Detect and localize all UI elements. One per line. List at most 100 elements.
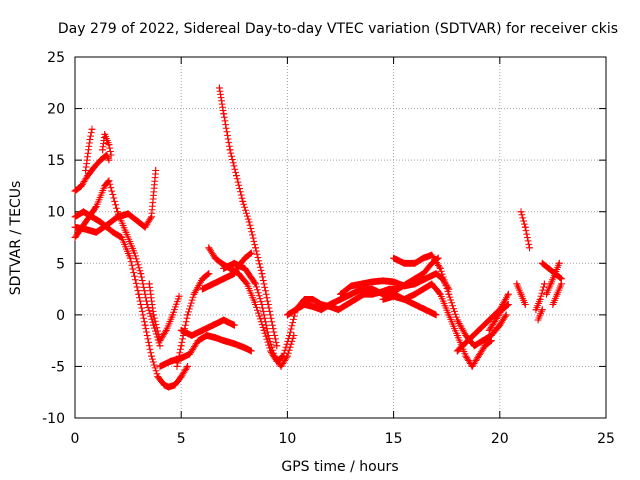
- data-point: [468, 363, 476, 370]
- series-arc-09: [177, 316, 238, 339]
- data-point: [300, 301, 308, 308]
- data-series: [71, 84, 565, 391]
- data-point: [114, 208, 121, 216]
- data-point: [99, 146, 107, 154]
- data-point: [71, 223, 79, 231]
- data-point: [334, 306, 342, 314]
- data-point: [101, 182, 109, 190]
- data-point: [205, 244, 213, 252]
- data-point: [453, 316, 461, 324]
- series-markers: [216, 84, 281, 350]
- x-tick-label: 15: [385, 431, 403, 447]
- data-point: [103, 221, 111, 229]
- data-point: [122, 228, 130, 236]
- series-arc-26: [549, 280, 565, 308]
- y-tick-label: 25: [47, 50, 65, 66]
- data-point: [97, 156, 104, 164]
- data-point: [188, 332, 196, 339]
- data-point: [504, 301, 512, 308]
- data-point: [273, 342, 281, 350]
- y-tick-label: -5: [51, 359, 65, 375]
- data-point: [309, 295, 317, 303]
- data-point: [220, 337, 228, 345]
- data-point: [258, 270, 266, 277]
- series-arc-01: [71, 151, 113, 195]
- data-point: [177, 373, 185, 381]
- data-point: [502, 311, 510, 319]
- data-point: [230, 270, 238, 277]
- data-point: [199, 326, 206, 334]
- data-point: [526, 244, 533, 252]
- data-point: [553, 290, 561, 298]
- data-point: [186, 350, 194, 358]
- data-point: [258, 301, 266, 308]
- x-tick-label: 25: [597, 431, 615, 447]
- data-point: [82, 167, 90, 174]
- data-point: [241, 265, 249, 272]
- data-point: [245, 218, 253, 226]
- data-point: [88, 125, 96, 133]
- data-point: [237, 259, 245, 267]
- data-point: [220, 110, 228, 118]
- data-point: [135, 218, 143, 226]
- data-point: [428, 280, 436, 288]
- data-point: [390, 254, 397, 262]
- data-point: [90, 163, 98, 171]
- data-point: [175, 292, 183, 300]
- data-point: [551, 270, 559, 277]
- y-axis-label: SDTVAR / TECUs: [8, 181, 24, 296]
- data-point: [131, 249, 138, 257]
- data-point: [141, 223, 149, 231]
- data-point: [479, 337, 487, 345]
- data-point: [141, 321, 149, 329]
- data-point: [496, 321, 504, 329]
- data-point: [220, 275, 228, 283]
- series-arc-10: [173, 270, 213, 370]
- y-tick-label: 5: [56, 256, 65, 272]
- data-point: [536, 295, 544, 303]
- data-point: [80, 208, 87, 216]
- data-point: [177, 326, 185, 334]
- series-arc-07: [145, 280, 183, 345]
- data-point: [173, 363, 181, 370]
- data-point: [71, 213, 79, 221]
- data-point: [190, 290, 198, 298]
- y-tick-label: 10: [47, 205, 65, 221]
- data-point: [432, 270, 440, 277]
- data-point: [148, 352, 155, 360]
- series-arc-19: [453, 290, 512, 355]
- data-point: [284, 352, 291, 360]
- data-point: [162, 326, 170, 334]
- data-point: [105, 141, 113, 149]
- series-arc-18: [379, 292, 440, 319]
- data-point: [453, 332, 461, 339]
- data-point: [230, 259, 238, 267]
- data-point: [543, 290, 550, 298]
- data-point: [317, 306, 325, 314]
- data-point: [555, 259, 563, 267]
- data-point: [436, 290, 444, 298]
- data-point: [368, 278, 376, 286]
- series-arc-14: [199, 249, 255, 293]
- data-point: [156, 337, 164, 345]
- data-point: [445, 311, 453, 319]
- data-point: [82, 218, 90, 226]
- data-point: [368, 285, 376, 293]
- y-tick-label: 0: [56, 308, 65, 324]
- data-point: [487, 332, 495, 339]
- data-point: [400, 295, 408, 303]
- data-point: [71, 234, 79, 241]
- data-point: [521, 223, 529, 231]
- data-point: [216, 84, 223, 92]
- data-point: [475, 326, 482, 334]
- data-point: [167, 357, 174, 365]
- data-point: [145, 280, 153, 288]
- data-point: [233, 172, 240, 180]
- series-arc-17: [390, 251, 510, 350]
- data-point: [264, 301, 272, 308]
- series-markers: [156, 332, 255, 370]
- data-point: [284, 311, 291, 319]
- data-point: [177, 342, 185, 350]
- data-point: [154, 373, 162, 381]
- data-point: [481, 342, 489, 350]
